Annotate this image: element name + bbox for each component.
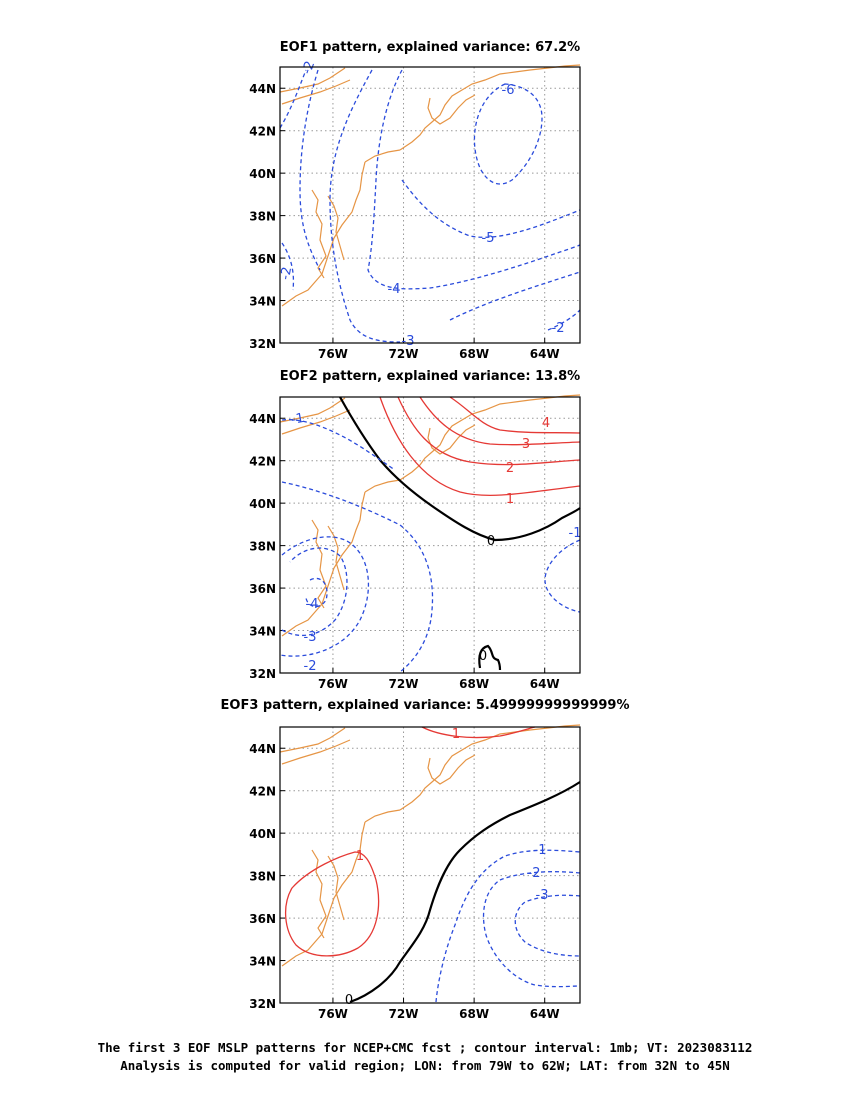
- contour-label: -6: [502, 83, 515, 98]
- eof3-panel: EOF3 pattern, explained variance: 5.4999…: [221, 698, 630, 1021]
- contour-label: 1: [356, 849, 364, 864]
- x-tick-label: 68W: [459, 1007, 489, 1021]
- eof1-coastline: [279, 64, 581, 307]
- eof3-contour-labels: 1 1 -1 -2 -3 0: [345, 727, 549, 1008]
- eof2-red-contours: [379, 396, 581, 496]
- y-tick-label: 44N: [249, 82, 276, 96]
- contour-label: -1: [290, 411, 305, 428]
- eof3-frame: [279, 726, 581, 1004]
- x-tick-label: 68W: [459, 347, 489, 361]
- contour-label: -2: [528, 866, 541, 881]
- eof2-coastline: [279, 394, 581, 637]
- x-tick-label: 72W: [389, 347, 419, 361]
- y-tick-label: 38N: [249, 540, 276, 554]
- x-tick-label: 76W: [318, 347, 348, 361]
- y-tick-label: 32N: [249, 667, 276, 681]
- eof3-blue-contours: [435, 849, 581, 1003]
- eof2-zero-contours: [339, 396, 581, 671]
- contour-label: -1: [569, 526, 582, 541]
- x-tick-label: 68W: [459, 677, 489, 691]
- y-tick-label: 32N: [249, 337, 276, 351]
- eof1-contour-labels: -2 -6 -5 -4 -3 -2 -2: [278, 59, 564, 349]
- x-tick-label: 76W: [318, 1007, 348, 1021]
- contour-label: 1: [506, 492, 514, 507]
- y-tick-label: 40N: [249, 497, 276, 511]
- eof1-frame: [279, 66, 581, 344]
- x-tick-label: 76W: [318, 677, 348, 691]
- contour-label: 0: [487, 534, 495, 549]
- contour-label: -2: [300, 59, 319, 76]
- eof1-gridlines: [280, 67, 580, 343]
- y-tick-label: 34N: [249, 955, 276, 969]
- y-tick-label: 36N: [249, 912, 276, 926]
- y-tick-label: 44N: [249, 412, 276, 426]
- contour-label: -4: [306, 597, 319, 612]
- eof2-gridlines: [280, 397, 580, 673]
- contour-label: 3: [522, 437, 530, 452]
- y-tick-label: 36N: [249, 252, 276, 266]
- y-tick-label: 42N: [249, 785, 276, 799]
- contour-label: -2: [552, 321, 565, 336]
- contour-label: -3: [536, 888, 549, 903]
- eof2-title: EOF2 pattern, explained variance: 13.8%: [280, 369, 580, 384]
- contour-label: -4: [388, 282, 401, 297]
- y-tick-label: 38N: [249, 870, 276, 884]
- contour-label: -3: [304, 630, 317, 645]
- contour-label: 1: [452, 727, 460, 742]
- eof3-ticks: 76W 72W 68W 64W 44N 42N 40N 38N 36N 34N 32N: [249, 742, 559, 1021]
- figure-caption-line2: Analysis is computed for valid region; L…: [120, 1058, 730, 1073]
- contour-label: 0: [345, 993, 353, 1008]
- eof2-ticks: 76W 72W 68W 64W 44N 42N 40N 38N 36N 34N 32N: [249, 412, 559, 691]
- y-tick-label: 32N: [249, 997, 276, 1011]
- contour-label: 0: [479, 649, 487, 664]
- contour-label: -2: [304, 659, 317, 674]
- x-tick-label: 64W: [530, 677, 560, 691]
- x-tick-label: 72W: [389, 677, 419, 691]
- y-tick-label: 38N: [249, 210, 276, 224]
- y-tick-label: 34N: [249, 625, 276, 639]
- y-tick-label: 44N: [249, 742, 276, 756]
- eof2-contour-labels: -1 4 3 2 1 0 -1 -4 -3 -2 0: [290, 411, 581, 674]
- eof1-title: EOF1 pattern, explained variance: 67.2%: [280, 40, 580, 55]
- eof2-frame: [279, 396, 581, 674]
- contour-label: 2: [506, 461, 514, 476]
- eof3-zero-contours: [349, 781, 581, 1004]
- x-tick-label: 64W: [530, 347, 560, 361]
- eof1-ticks: 76W 72W 68W 64W 44N 42N 40N 38N 36N 34N 32N: [249, 82, 559, 361]
- y-tick-label: 42N: [249, 125, 276, 139]
- figure-caption-line1: The first 3 EOF MSLP patterns for NCEP+C…: [97, 1040, 753, 1055]
- eof2-panel: EOF2 pattern, explained variance: 13.8% …: [249, 369, 581, 691]
- eof1-panel: EOF1 pattern, explained variance: 67.2% …: [249, 40, 581, 361]
- y-tick-label: 40N: [249, 827, 276, 841]
- x-tick-label: 72W: [389, 1007, 419, 1021]
- x-tick-label: 64W: [530, 1007, 560, 1021]
- contour-label: -2: [278, 266, 295, 281]
- eof3-gridlines: [280, 727, 580, 1003]
- y-tick-label: 36N: [249, 582, 276, 596]
- eof3-red-contours: [284, 726, 536, 957]
- y-tick-label: 42N: [249, 455, 276, 469]
- contour-label: -1: [534, 843, 547, 858]
- contour-label: 4: [542, 416, 550, 431]
- eof3-title: EOF3 pattern, explained variance: 5.4999…: [221, 698, 630, 713]
- contour-label: -5: [482, 231, 495, 246]
- eof2-blue-contours: [279, 419, 581, 673]
- contour-label: -3: [402, 334, 415, 349]
- y-tick-label: 34N: [249, 295, 276, 309]
- eof1-contours: [279, 69, 581, 343]
- y-tick-label: 40N: [249, 167, 276, 181]
- eof3-coastline: [279, 724, 581, 967]
